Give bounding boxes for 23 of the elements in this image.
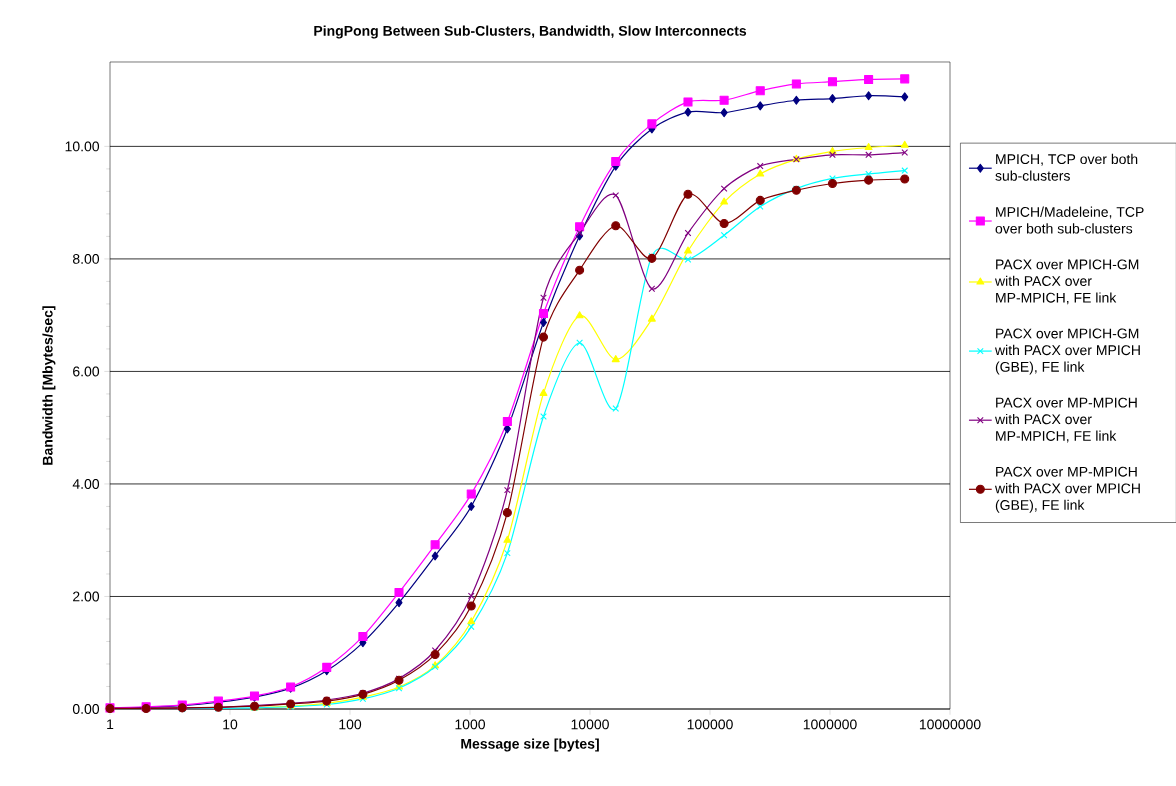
- y-axis-title: Bandwidth [Mbytes/sec]: [42, 306, 56, 465]
- legend-label: PACX over MP-MPICH with PACX over MP-MPICH, FE link: [994, 397, 1137, 443]
- x-tick-label: 1000000: [803, 719, 857, 730]
- chart-title: PingPong Between Sub-Clusters, Bandwidth, Slow Interconnects: [314, 25, 747, 39]
- x-tick-label: 100000: [687, 719, 733, 730]
- x-tick-label: 10000: [571, 719, 609, 730]
- x-tick-label: 1000: [455, 719, 486, 730]
- x-tick-label: 100: [339, 719, 362, 730]
- x-tick-label: 10: [223, 719, 238, 730]
- y-tick-label: 6.00: [73, 366, 100, 377]
- legend-label: PACX over MPICH-GM with PACX over MP-MPICH, FE link: [994, 259, 1139, 305]
- legend-label: MPICH/Madeleine, TCP over both sub-clusters: [995, 206, 1144, 234]
- x-tick-label: 1: [107, 719, 114, 730]
- x-axis-title: Message size [bytes]: [461, 738, 599, 752]
- y-tick-label: 10.00: [65, 141, 100, 152]
- legend-label: MPICH, TCP over both sub-clusters: [995, 153, 1138, 181]
- y-tick-label: 2.00: [73, 591, 100, 602]
- y-tick-label: 0.00: [72, 704, 100, 714]
- x-tick-label: 10000000: [919, 719, 981, 730]
- y-tick-label: 4.00: [72, 479, 100, 489]
- legend-label: PACX over MP-MPICH with PACX over MPICH (GBE), FE link: [994, 466, 1140, 513]
- legend-label: PACX over MPICH-GM with PACX over MPICH (GBE), FE link: [994, 328, 1140, 375]
- y-tick-label: 8.00: [72, 253, 100, 264]
